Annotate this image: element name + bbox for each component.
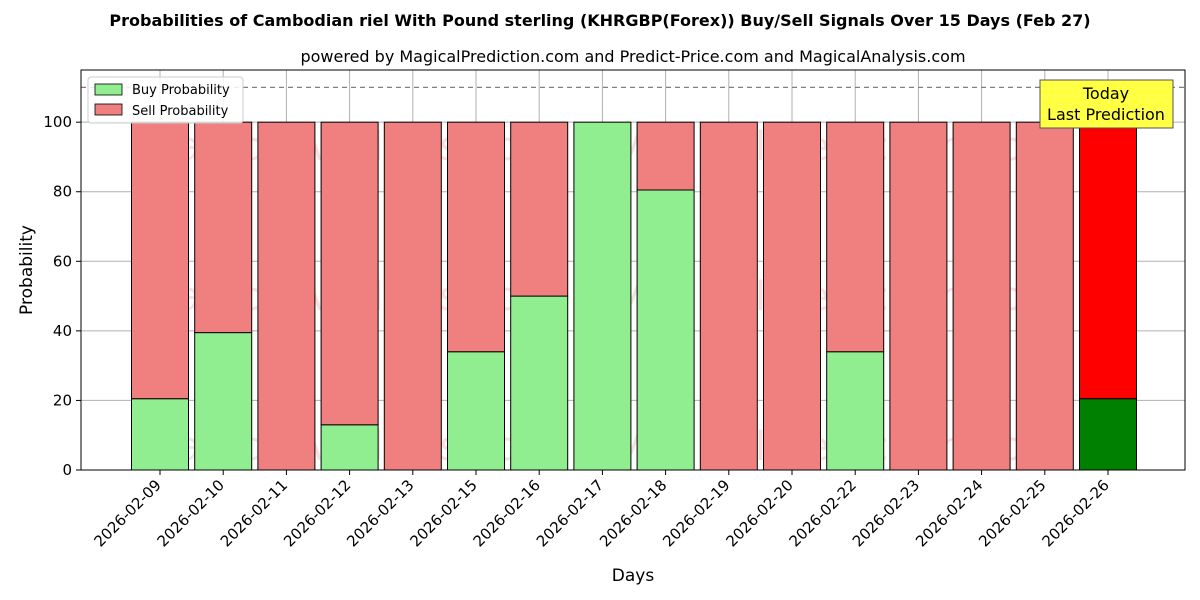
x-tick-label: 2026-02-20: [722, 476, 796, 550]
x-axis-label: Days: [612, 566, 655, 586]
legend-box: [87, 76, 244, 124]
x-tick-label: 2026-02-24: [912, 476, 986, 550]
legend-swatch-buy: [94, 83, 123, 96]
bar-sell-2026-02-13: [383, 121, 442, 471]
x-tick-label: 2026-02-12: [280, 476, 354, 550]
y-tick-label: 60: [53, 252, 72, 270]
x-tick-label: 2026-02-23: [849, 476, 923, 550]
bar-sell-2026-02-26: [1079, 121, 1137, 400]
bar-sell-2026-02-10: [194, 121, 253, 334]
x-tick-label: 2026-02-13: [343, 476, 417, 550]
legend-label-sell: Sell Probability: [132, 104, 229, 119]
bar-sell-2026-02-09: [131, 121, 189, 400]
x-tick-label: 2026-02-16: [470, 476, 544, 550]
y-axis-ticks: 0 20 40 60 80 100: [43, 113, 81, 479]
x-tick-label: 2026-02-25: [975, 476, 1049, 550]
x-tick-label: 2026-02-22: [786, 476, 860, 550]
bar-sell-2026-02-19: [699, 121, 758, 471]
legend-swatch-sell: [94, 103, 123, 116]
bar-sell-2026-02-20: [763, 121, 821, 471]
x-tick-label: 2026-02-15: [406, 476, 480, 550]
bar-sell-2026-02-12: [320, 121, 379, 426]
y-tick-label: 80: [53, 183, 72, 201]
legend-label-buy: Buy Probability: [132, 83, 230, 98]
x-tick-label: 2026-02-19: [659, 476, 733, 550]
chart-title: Probabilities of Cambodian riel With Pou…: [109, 11, 1090, 30]
bar-buy-2026-02-10: [194, 332, 253, 471]
bar-buy-2026-02-17: [573, 121, 632, 471]
annotation-line-1: Today: [1082, 84, 1129, 103]
x-tick-label: 2026-02-09: [90, 476, 164, 550]
bar-buy-2026-02-16: [510, 295, 569, 471]
plot-area-frame: [80, 69, 1186, 471]
bar-sell-2026-02-22: [826, 121, 885, 353]
bar-sell-2026-02-18: [636, 121, 695, 191]
bar-sell-2026-02-15: [447, 121, 505, 353]
bar-buy-2026-02-12: [320, 424, 379, 471]
x-tick-label: 2026-02-26: [1038, 476, 1112, 550]
x-tick-label: 2026-02-17: [533, 476, 607, 550]
bar-buy-2026-02-22: [826, 351, 885, 471]
y-tick-label: 0: [62, 461, 72, 479]
today-annotation: Today Last Prediction: [1039, 79, 1174, 129]
y-tick-label: 20: [53, 391, 72, 409]
bar-sell-2026-02-24: [952, 121, 1011, 471]
y-tick-label: 40: [53, 322, 72, 340]
annotation-box: [1039, 79, 1174, 129]
x-tick-label: 2026-02-10: [154, 476, 228, 550]
y-axis-label: Probability: [17, 225, 37, 315]
bar-buy-2026-02-09: [131, 398, 189, 471]
x-axis-ticks: 2026-02-092026-02-102026-02-112026-02-12…: [90, 470, 1113, 550]
legend: Buy Probability Sell Probability: [87, 76, 244, 124]
y-tick-label: 100: [43, 113, 72, 131]
chart-subtitle: powered by MagicalPrediction.com and Pre…: [300, 47, 965, 66]
annotation-line-2: Last Prediction: [1047, 105, 1165, 124]
bar-buy-2026-02-26: [1079, 398, 1137, 471]
bar-sell-2026-02-11: [257, 121, 316, 471]
bar-sell-2026-02-16: [510, 121, 569, 297]
x-tick-label: 2026-02-18: [596, 476, 670, 550]
bars: [131, 121, 1137, 471]
x-tick-label: 2026-02-11: [217, 476, 291, 550]
bar-sell-2026-02-25: [1015, 121, 1074, 471]
bar-buy-2026-02-15: [447, 351, 505, 471]
bar-sell-2026-02-23: [889, 121, 948, 471]
bar-buy-2026-02-18: [636, 189, 695, 471]
